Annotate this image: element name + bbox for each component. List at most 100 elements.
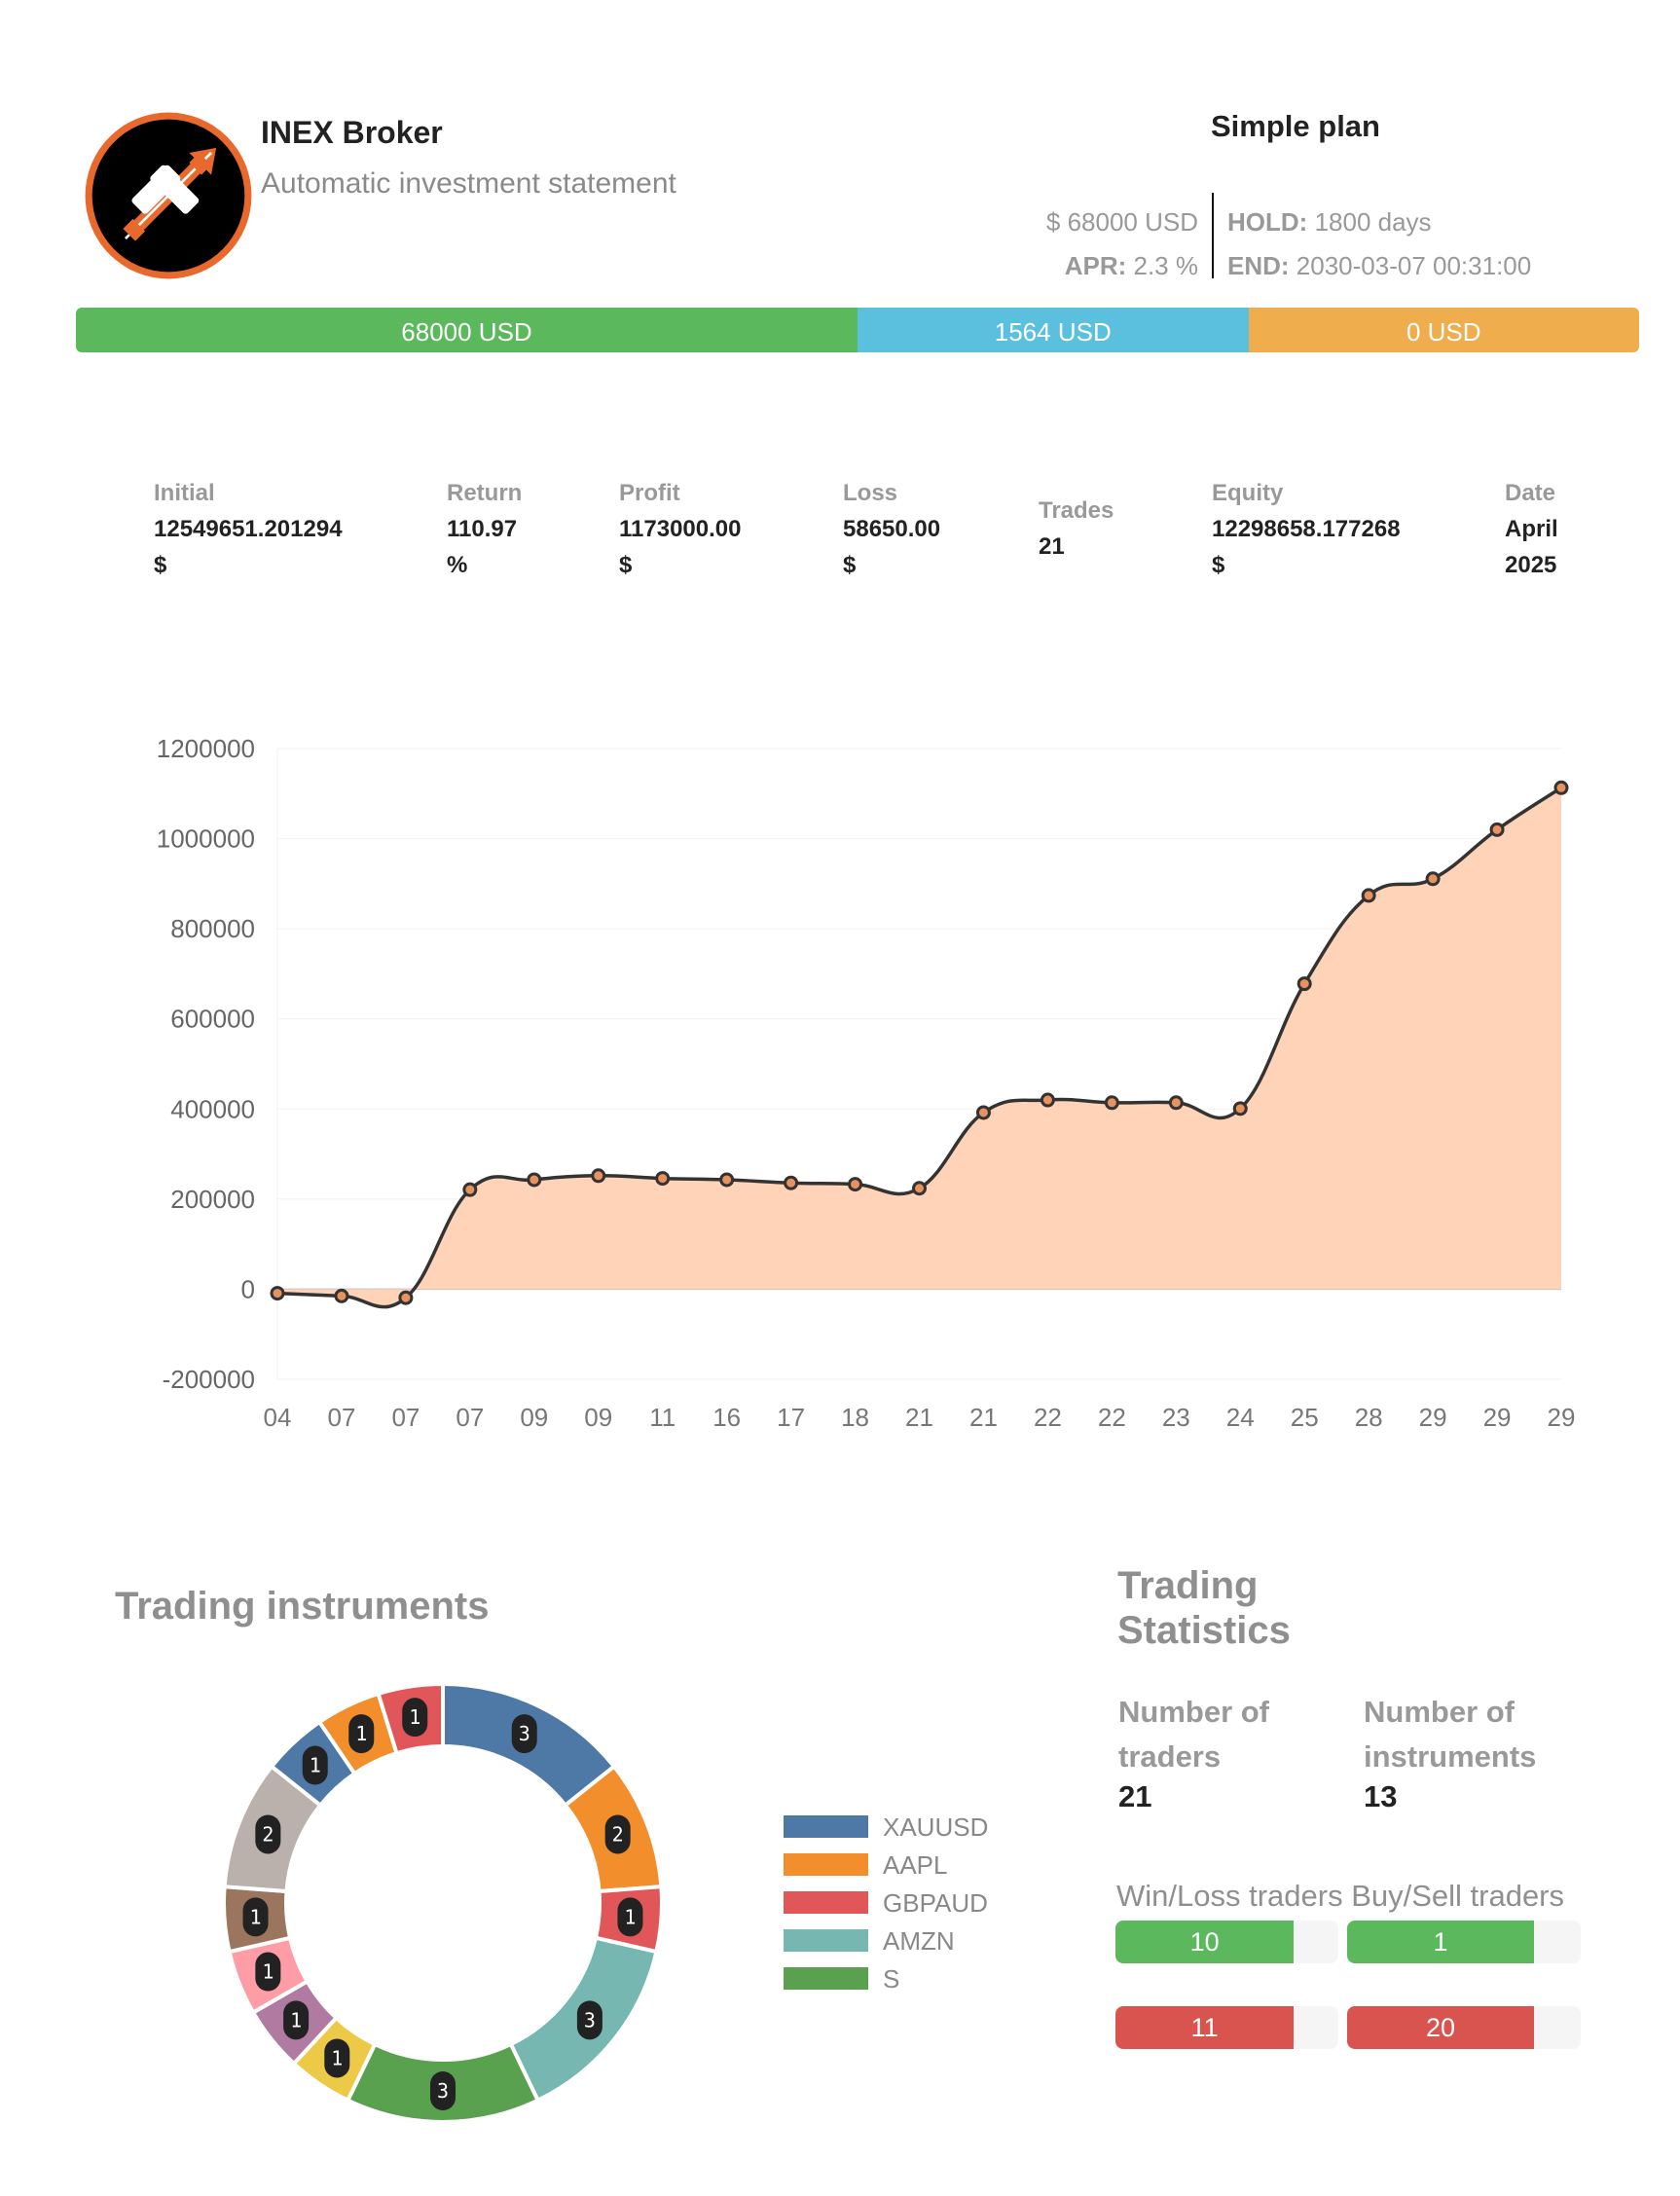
legend-label: XAUUSD: [883, 1812, 989, 1842]
x-tick-label: 23: [1162, 1403, 1190, 1432]
legend-swatch: [784, 1853, 868, 1876]
trader-bar-fill: 1: [1347, 1921, 1534, 1963]
x-tick-label: 21: [905, 1403, 933, 1432]
slice-value: 2: [262, 1822, 274, 1846]
area-fill: [277, 787, 1561, 1307]
x-tick-label: 07: [391, 1403, 420, 1432]
stat-label: Profit: [619, 480, 680, 506]
data-point: [1297, 976, 1312, 992]
x-tick-label: 21: [969, 1403, 998, 1432]
stat-value: 21: [1039, 533, 1065, 560]
instruments-value: 13: [1364, 1779, 1398, 1813]
slice-value: 1: [262, 1960, 274, 1984]
x-tick-label: 24: [1226, 1403, 1255, 1432]
slice-value: 1: [250, 1905, 262, 1928]
y-tick-label: 200000: [170, 1185, 255, 1214]
trader-bar: 11: [1115, 2006, 1338, 2049]
x-tick-label: 17: [777, 1403, 805, 1432]
x-tick-label: 29: [1548, 1403, 1576, 1432]
y-tick-label: 800000: [170, 914, 255, 943]
slice-value: 1: [331, 2046, 343, 2069]
data-point: [912, 1181, 927, 1196]
trader-bar-fill: 10: [1115, 1921, 1295, 1963]
y-tick-label: 400000: [170, 1094, 255, 1123]
data-point: [1104, 1095, 1119, 1111]
slice-label-badge: [302, 1745, 328, 1785]
slice-value: 3: [437, 2079, 449, 2103]
trader-bar-fill: 11: [1115, 2006, 1295, 2049]
data-point: [591, 1168, 606, 1184]
slice-value: 1: [290, 2008, 302, 2031]
stat-return: Return 110.97%: [447, 475, 522, 583]
slice-label-badge: [255, 1814, 281, 1854]
slice-label-badge: [402, 1698, 428, 1738]
stat-unit: %: [447, 552, 468, 578]
stat-label: Trades: [1039, 497, 1114, 524]
y-tick-label: 1200000: [157, 734, 255, 763]
slice-label-badge: [348, 1714, 375, 1754]
x-tick-label: 09: [584, 1403, 612, 1432]
slice-value: 1: [409, 1705, 420, 1729]
y-tick-label: 1000000: [157, 824, 255, 854]
traders-label: Number of: [1118, 1695, 1269, 1729]
balance-progress-bar: 68000 USD 1564 USD 0 USD: [76, 308, 1639, 352]
legend-label: AAPL: [883, 1850, 948, 1880]
y-tick-label: 0: [241, 1274, 255, 1303]
data-point: [1040, 1092, 1055, 1108]
legend-swatch: [784, 1967, 868, 1990]
data-point: [1361, 888, 1376, 903]
plan-terms: HOLD: 1800 days END: 2030-03-07 00:31:00: [1227, 201, 1531, 288]
slice-value: 1: [624, 1905, 636, 1928]
progress-segment: 68000 USD: [76, 308, 858, 352]
slice-value: 2: [612, 1822, 624, 1846]
stat-value: 1173000.00: [619, 516, 742, 542]
stat-label: Initial: [154, 480, 215, 506]
x-tick-label: 29: [1483, 1403, 1512, 1432]
slice-label-badge: [324, 2038, 350, 2078]
slice-label-badge: [283, 2000, 310, 2040]
slice-value: 3: [519, 1722, 530, 1745]
trader-bar: 1: [1347, 1921, 1581, 1963]
slice-value: 1: [355, 1722, 367, 1745]
y-tick-label: 600000: [170, 1005, 255, 1034]
slice-label-badge: [576, 2000, 603, 2040]
series-line: [276, 786, 1562, 1309]
instruments-donut-chart: 3 2 1 3 3 1 1 1 1 2 1 1 1: [222, 1681, 664, 2124]
plan-end: END: 2030-03-07 00:31:00: [1227, 251, 1532, 280]
stat-label: Equity: [1212, 480, 1284, 506]
stat-trades: Trades 21: [1039, 493, 1114, 565]
stat-value: 12298658.177268: [1212, 516, 1401, 542]
stat-value: 58650.00: [843, 516, 941, 542]
logo: [82, 109, 255, 282]
plan-amount: $ 68000 USD: [1045, 207, 1198, 237]
stat-unit: 2025: [1505, 552, 1557, 578]
stat-loss: Loss 58650.00 $: [843, 475, 940, 583]
plan-title: Simple plan: [1211, 109, 1380, 143]
data-point: [719, 1172, 735, 1188]
slice-label-badge: [511, 1714, 537, 1754]
trader-bar: 20: [1347, 2006, 1581, 2049]
stat-initial: Initial 12549651.201294 $: [154, 475, 343, 583]
brand-name: INEX Broker: [261, 115, 443, 150]
data-point: [462, 1182, 478, 1197]
slice-value: 3: [584, 2008, 596, 2031]
x-tick-label: 07: [327, 1403, 355, 1432]
data-point: [1489, 822, 1505, 837]
legend-label: S: [883, 1964, 900, 1994]
brand-subtitle: Automatic investment statement: [261, 167, 676, 200]
data-point: [1553, 780, 1569, 795]
data-point: [784, 1175, 799, 1190]
data-point: [334, 1288, 349, 1303]
y-tick-label: -200000: [163, 1365, 255, 1394]
x-tick-label: 25: [1291, 1403, 1319, 1432]
x-tick-label: 18: [841, 1403, 869, 1432]
stat-unit: $: [843, 552, 857, 578]
slice-label-badge: [617, 1897, 643, 1937]
stat-value: 12549651.201294: [154, 516, 343, 542]
traders-value: 21: [1118, 1779, 1152, 1813]
stat-unit: $: [619, 552, 633, 578]
slice-label-badge: [430, 2071, 456, 2110]
data-point: [1168, 1095, 1184, 1111]
x-tick-label: 16: [712, 1403, 741, 1432]
x-tick-label: 09: [520, 1403, 548, 1432]
